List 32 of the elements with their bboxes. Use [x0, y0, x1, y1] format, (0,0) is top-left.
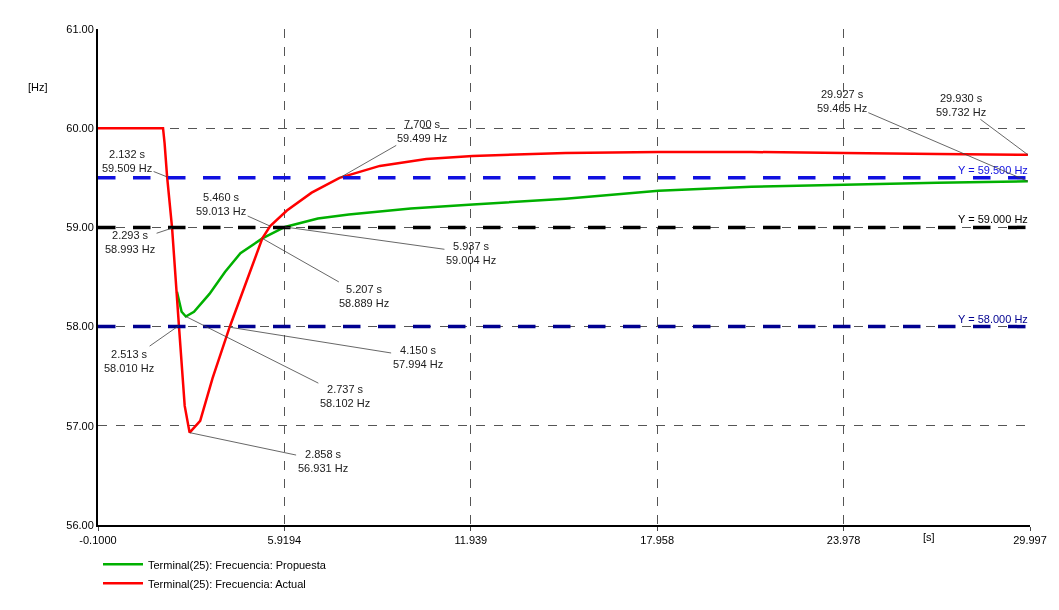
y-tick-label: 61.00: [66, 22, 94, 35]
x-tick-label: -0.1000: [79, 534, 117, 547]
x-tick-label: 23.978: [826, 534, 861, 547]
annotation: 29.927 s 59.465 Hz: [817, 88, 868, 115]
y-tick-label: 58.00: [66, 320, 94, 333]
y-axis-title: [Hz]: [28, 81, 48, 93]
annotation: 4.150 s 57.994 Hz: [393, 344, 444, 371]
x-tick-label: 29.997: [1013, 534, 1047, 547]
legend-label: Terminal(25): Frecuencia: Propuesta: [148, 558, 327, 571]
line-series: [98, 126, 1030, 434]
legend-label: Terminal(25): Frecuencia: Actual: [148, 577, 306, 590]
x-tick-label: 11.939: [454, 534, 488, 547]
y-tick-label: 59.00: [66, 221, 94, 234]
annotation: 2.293 s 58.993 Hz: [105, 229, 156, 256]
ref-line-label: Y = 58.000 Hz: [958, 313, 1028, 325]
y-tick-label: 56.00: [66, 518, 94, 531]
annotation: 5.460 s 59.013 Hz: [196, 191, 247, 218]
x-tick-label: 5.9194: [267, 534, 302, 547]
annotation: 2.737 s 58.102 Hz: [320, 383, 371, 410]
annotation: 2.858 s 56.931 Hz: [298, 448, 349, 475]
annotation: 7.700 s 59.499 Hz: [397, 118, 448, 145]
annotation: 2.513 s 58.010 Hz: [104, 348, 155, 375]
annotation: 29.930 s 59.732 Hz: [936, 92, 987, 119]
y-tick-label: 60.00: [66, 122, 94, 135]
y-tick-label: 57.00: [66, 419, 94, 432]
x-tick-label: 17.958: [640, 534, 675, 547]
annotation: 5.207 s 58.889 Hz: [339, 283, 390, 310]
ref-line-label: Y = 59.000 Hz: [958, 213, 1028, 225]
x-axis-title: [s]: [923, 531, 935, 543]
annotation: 5.937 s 59.004 Hz: [446, 240, 497, 267]
ref-line-label: Y = 59.500 Hz: [958, 164, 1028, 176]
annotation: 2.132 s 59.509 Hz: [102, 148, 153, 175]
